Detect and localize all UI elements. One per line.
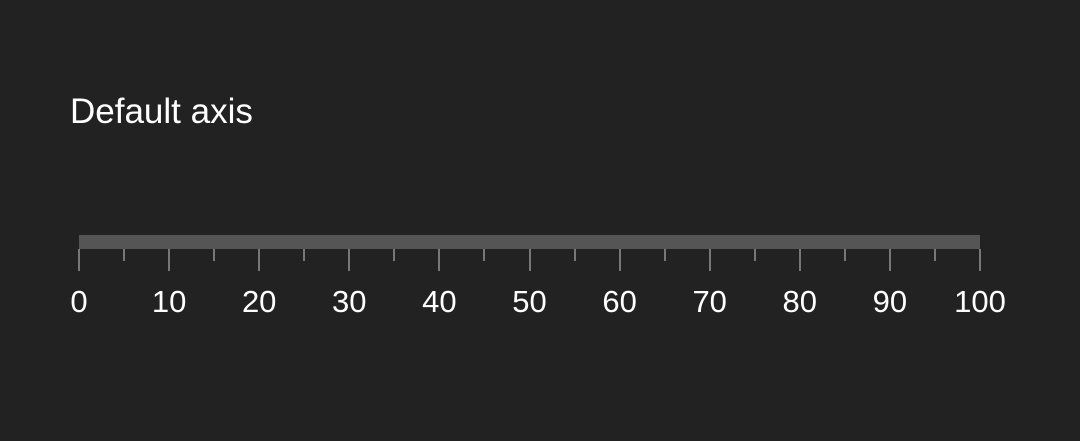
- minor-tick: [303, 249, 306, 261]
- major-tick: [708, 249, 711, 271]
- minor-tick: [393, 249, 396, 261]
- minor-tick: [753, 249, 756, 261]
- tick-label: 50: [512, 284, 547, 319]
- minor-tick: [213, 249, 216, 261]
- major-tick: [888, 249, 891, 271]
- minor-tick: [483, 249, 486, 261]
- major-tick: [258, 249, 261, 271]
- tick-label: 70: [692, 284, 727, 319]
- major-tick: [979, 249, 981, 271]
- tick-label: 40: [422, 284, 457, 319]
- tick-label: 60: [602, 284, 637, 319]
- tick-label: 10: [151, 284, 187, 319]
- axis-track: [79, 235, 980, 249]
- tick-label: 20: [241, 284, 277, 319]
- minor-tick: [933, 249, 936, 261]
- minor-tick: [573, 249, 576, 261]
- minor-tick: [663, 249, 666, 261]
- major-tick: [168, 249, 171, 271]
- tick-label: 30: [332, 284, 367, 319]
- major-tick: [798, 249, 801, 271]
- minor-tick: [123, 249, 126, 261]
- tick-label: 0: [70, 284, 88, 319]
- major-tick: [528, 249, 531, 271]
- major-tick: [618, 249, 621, 271]
- major-tick: [348, 249, 351, 271]
- major-tick: [438, 249, 441, 271]
- tick-label: 100: [954, 284, 1006, 319]
- tick-label: 80: [782, 284, 818, 319]
- major-tick: [78, 249, 80, 271]
- tick-label: 90: [872, 284, 908, 319]
- panel-title: Default axis: [70, 92, 253, 131]
- minor-tick: [843, 249, 846, 261]
